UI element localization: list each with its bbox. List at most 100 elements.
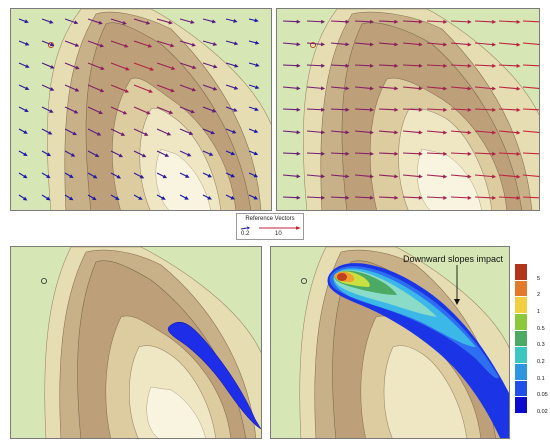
vector-arrow-head — [516, 151, 521, 156]
vector-arrow-head — [516, 195, 521, 200]
vector-arrow — [402, 108, 420, 111]
vector-arrow-head — [467, 63, 472, 68]
vector-arrow-head — [148, 89, 153, 93]
vector-arrow-head — [212, 86, 218, 91]
vector-arrow-head — [122, 110, 128, 115]
vector-arrow — [522, 152, 539, 155]
vector-arrow — [156, 172, 165, 178]
colorbar-cell — [515, 380, 527, 398]
vector-arrow — [282, 86, 298, 89]
vector-arrow-head — [168, 20, 173, 25]
vector-arrow — [248, 40, 257, 44]
vector-arrow — [18, 128, 26, 133]
vector-arrow-head — [394, 42, 399, 47]
vector-arrow — [498, 86, 518, 90]
vector-arrow-head — [73, 20, 79, 25]
vector-arrow — [64, 40, 77, 46]
vector-arrow-head — [492, 195, 497, 200]
vector-arrow-head — [418, 42, 423, 47]
vector-arrow-head — [145, 20, 151, 25]
vector-arrow — [179, 194, 187, 199]
vector-arrow-head — [394, 130, 399, 135]
vector-arrow — [18, 194, 26, 200]
vector-arrow-head — [92, 196, 97, 201]
colorbar-cell — [515, 264, 527, 281]
vector-arrow-head — [296, 86, 301, 91]
vector-arrow — [110, 172, 119, 178]
vector-arrow — [306, 152, 323, 155]
vector-arrow — [225, 172, 233, 177]
vector-arrow-head — [115, 196, 120, 201]
vector-arrow — [41, 40, 52, 46]
vector-arrow — [87, 106, 101, 114]
vector-arrow-head — [164, 153, 170, 157]
vector-arrow — [202, 106, 214, 112]
vector-arrow-head — [171, 66, 176, 70]
vector-arrow — [225, 194, 233, 199]
vector-arrow — [87, 84, 102, 92]
vector-arrow-head — [213, 64, 218, 69]
vector-arrow-head — [296, 195, 301, 200]
vector-arrow-head — [296, 42, 301, 47]
vector-arrow-head — [254, 18, 259, 23]
vector-arrow — [110, 194, 118, 199]
vector-arrow — [41, 150, 49, 156]
vector-arrow-head — [321, 19, 326, 24]
vector-arrow — [522, 20, 539, 23]
vector-arrow — [402, 64, 420, 67]
vector-arrow-head — [491, 42, 497, 47]
vector-arrow — [402, 196, 420, 199]
vector-arrow-head — [345, 107, 350, 112]
vector-arrow — [202, 18, 214, 23]
colorbar-cell — [515, 297, 527, 314]
vector-arrow — [202, 150, 211, 155]
vector-arrow-head — [69, 174, 74, 179]
vector-arrow — [156, 150, 167, 156]
vector-arrow-head — [321, 195, 326, 200]
colorbar-cell — [515, 397, 527, 414]
colorbar-label: 1 — [537, 309, 541, 315]
vector-arrow — [18, 84, 27, 90]
vector-arrow-head — [99, 43, 105, 48]
vector-arrow-head — [46, 174, 51, 179]
vector-arrow-head — [516, 19, 521, 24]
vector-arrow — [110, 62, 128, 70]
vector-arrow — [522, 108, 539, 111]
vector-arrow-head — [69, 196, 74, 201]
vector-arrow-head — [418, 63, 423, 68]
vector-arrow-head — [74, 87, 80, 92]
vector-arrow-head — [166, 131, 172, 136]
vector-arrow — [426, 152, 445, 155]
vector-arrow — [330, 20, 347, 23]
vector-arrow — [64, 106, 76, 113]
vector-arrow-head — [369, 42, 374, 47]
vector-arrow-head — [394, 195, 399, 200]
vector-arrow — [522, 130, 539, 133]
vector-arrow-head — [418, 174, 423, 179]
vector-arrow-head — [191, 87, 197, 92]
vector-arrow-head — [320, 86, 326, 91]
vector-arrow-head — [418, 19, 423, 24]
vector-arrow-head — [491, 130, 497, 135]
vector-arrow — [522, 174, 539, 177]
vector-arrow — [450, 174, 469, 178]
vector-arrow — [225, 40, 236, 45]
vector-arrow — [87, 194, 95, 200]
vector-arrow — [426, 108, 445, 111]
vector-arrow-head — [233, 85, 239, 90]
vector-arrow-head — [443, 42, 448, 47]
vector-arrow-head — [345, 174, 350, 179]
vector-arrow — [87, 172, 96, 178]
vector-arrow — [202, 62, 215, 68]
vector-arrow-head — [188, 131, 194, 135]
vector-arrow — [202, 40, 215, 45]
vector-arrow-head — [516, 130, 521, 135]
vector-arrow — [498, 174, 518, 178]
vector-arrow-head — [149, 67, 155, 71]
vector-arrow — [248, 18, 256, 22]
vector-arrow-head — [49, 19, 54, 24]
vector-arrow — [282, 152, 298, 155]
vector-arrow — [110, 128, 123, 135]
vector-arrow — [41, 194, 49, 200]
vector-arrow — [133, 172, 142, 178]
